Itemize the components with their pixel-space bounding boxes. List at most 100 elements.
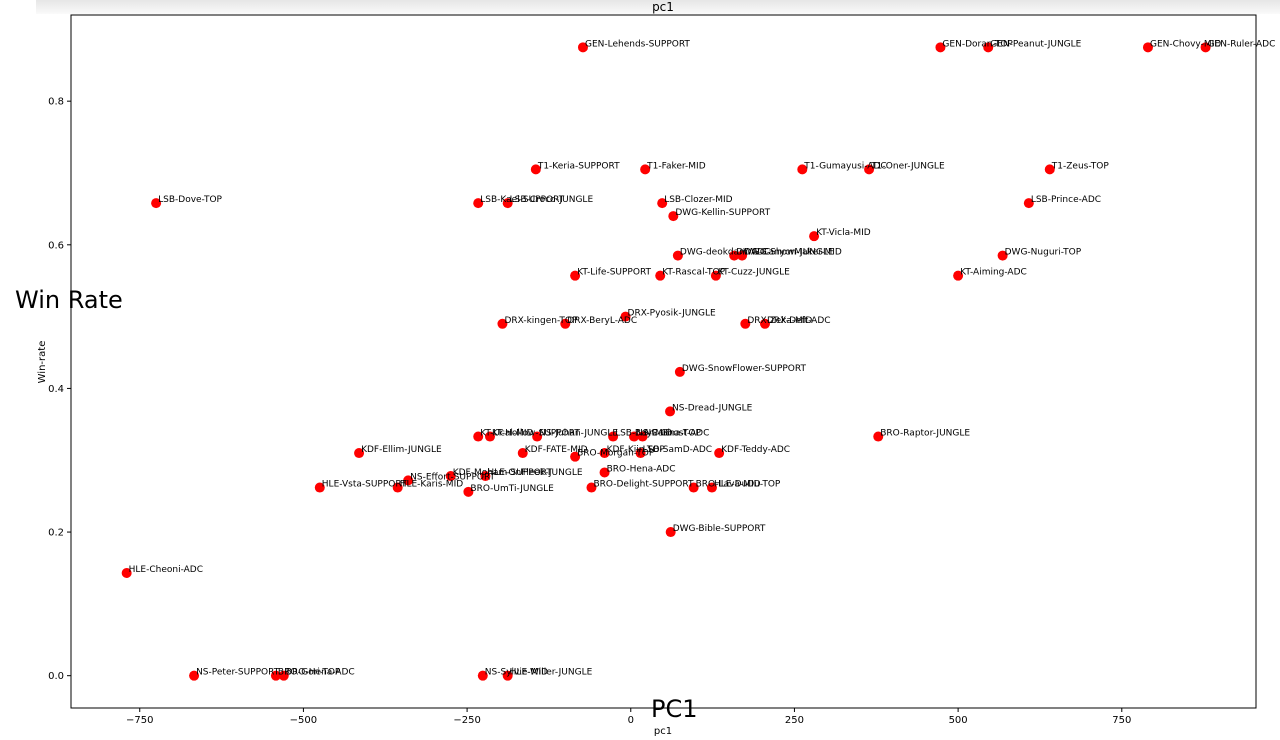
- data-points: [121, 42, 1211, 681]
- data-point: [740, 318, 751, 329]
- data-point: [737, 250, 748, 261]
- point-label: KT-Life-SUPPORT: [577, 268, 651, 278]
- point-label: BRO-Delight-SUPPORT: [593, 480, 694, 490]
- data-point: [668, 211, 679, 222]
- point-label: DWG-Nuguri-TOP: [1005, 248, 1082, 258]
- data-point: [706, 482, 717, 493]
- data-point: [729, 250, 740, 261]
- point-label: GEN-Ruler-ADC: [1208, 39, 1276, 49]
- data-point: [710, 270, 721, 281]
- point-label: T1-Gumayusi-ADC: [803, 161, 886, 171]
- data-point: [797, 164, 808, 175]
- data-point: [809, 231, 820, 242]
- data-point: [270, 670, 281, 681]
- data-point: [620, 311, 631, 322]
- data-point: [586, 482, 597, 493]
- data-point: [570, 270, 581, 281]
- point-label: HLE-Vsta-SUPPORT: [322, 480, 407, 490]
- data-point: [997, 250, 1008, 261]
- x-tick-label: 0: [628, 715, 634, 726]
- data-point: [189, 670, 200, 681]
- data-point: [517, 448, 528, 459]
- y-axis-label: Win-rate: [37, 341, 48, 384]
- point-label: HLE-Willer-JUNGLE: [510, 668, 593, 678]
- data-point: [473, 431, 484, 442]
- point-label: DWG-SnowFlower-SUPPORT: [682, 364, 807, 374]
- x-tick-label: 250: [785, 715, 804, 726]
- x-axis-overlay-label: PC1: [651, 695, 698, 723]
- data-point: [635, 448, 646, 459]
- point-label: LSB-Bay-MID: [615, 429, 672, 439]
- data-point: [403, 475, 414, 486]
- point-label: HLE-Karis-MID: [400, 480, 464, 490]
- point-label: DRX-Zeka-MID: [747, 316, 812, 326]
- y-tick-label: 0.2: [48, 528, 64, 539]
- x-axis-ticks: −750 −500 −250 0 250 500 750: [126, 708, 1131, 726]
- point-label: BRO-Gori-TOP: [278, 668, 341, 678]
- data-point: [665, 406, 676, 417]
- point-label: NS-Peter-SUPPORT: [196, 668, 280, 678]
- data-point: [445, 471, 456, 482]
- data-point: [1044, 164, 1055, 175]
- point-label: BRO-Raptor-JUNGLE: [880, 429, 970, 439]
- point-label: NS-Canna-TOP: [636, 429, 701, 439]
- data-point: [935, 42, 946, 53]
- data-point: [953, 270, 964, 281]
- point-label: KT-Cuzz-JUNGLE: [718, 268, 790, 278]
- data-point: [714, 448, 725, 459]
- data-point: [1200, 42, 1211, 53]
- point-label: GEN-Peanut-JUNGLE: [990, 39, 1081, 49]
- point-label: NS-Ghost-ADC: [645, 429, 710, 439]
- plot-area: [70, 14, 1257, 709]
- point-label: BRO-UmTi-JUNGLE: [470, 484, 554, 494]
- data-point: [502, 670, 513, 681]
- point-label: T1-Faker-MID: [646, 161, 706, 171]
- point-labels: GEN-Lehends-SUPPORT GEN-Doran-TOPGEN-Pean…: [129, 39, 1276, 677]
- point-label: T1-Keria-SUPPORT: [537, 161, 620, 171]
- point-label: KDF-Kiin-TOP: [607, 445, 666, 455]
- data-point: [497, 318, 508, 329]
- data-point: [665, 527, 676, 538]
- data-point: [392, 482, 403, 493]
- data-point: [873, 431, 884, 442]
- point-label: DRX-kingen-TOP: [504, 316, 578, 326]
- point-label: HLE-DuDu-TOP: [714, 480, 781, 490]
- point-label: GEN-Lehends-SUPPORT: [585, 39, 690, 49]
- x-tick-label: 500: [949, 715, 968, 726]
- y-axis-ticks: 0.0 0.2 0.4 0.6 0.8: [48, 97, 71, 682]
- point-label: BRO-Hena-ADC: [286, 668, 355, 678]
- data-point: [532, 431, 543, 442]
- data-point: [599, 448, 610, 459]
- point-label: LSB-Croco-JUNGLE: [510, 195, 594, 205]
- data-point: [121, 567, 132, 578]
- data-point: [1142, 42, 1153, 53]
- point-label: BRO-Lava-MID: [696, 480, 761, 490]
- data-point: [1023, 198, 1034, 209]
- y-tick-label: 0.8: [48, 97, 64, 108]
- y-tick-label: 0.4: [48, 384, 64, 395]
- data-point: [983, 42, 994, 53]
- point-label: NS-Juhan-JUNGLE: [539, 429, 618, 439]
- data-point: [473, 198, 484, 209]
- data-point: [314, 482, 325, 493]
- data-point: [477, 670, 488, 681]
- point-label: DWG-deokdam-ADC: [680, 248, 770, 258]
- point-label: GEN-Doran-TOP: [942, 39, 1013, 49]
- point-label: KT-Rascal-TOP: [662, 268, 725, 278]
- data-point: [151, 198, 162, 209]
- window-top-strip: [36, 0, 1280, 14]
- point-label: NS-Effort-SUPPORT: [410, 472, 495, 482]
- data-point: [864, 164, 875, 175]
- point-label: T1-Zeus-TOP: [1051, 161, 1110, 171]
- data-point: [657, 198, 668, 209]
- data-point: [502, 198, 513, 209]
- point-label: DRX-Deft-ADC: [767, 316, 831, 326]
- data-point: [485, 431, 496, 442]
- data-point: [463, 486, 474, 497]
- point-label: DWG-Bible-SUPPORT: [673, 524, 766, 534]
- x-tick-label: −750: [126, 715, 153, 726]
- point-label: HLE-Cheoni-ADC: [129, 565, 203, 575]
- data-point: [354, 448, 365, 459]
- x-tick-label: −500: [290, 715, 317, 726]
